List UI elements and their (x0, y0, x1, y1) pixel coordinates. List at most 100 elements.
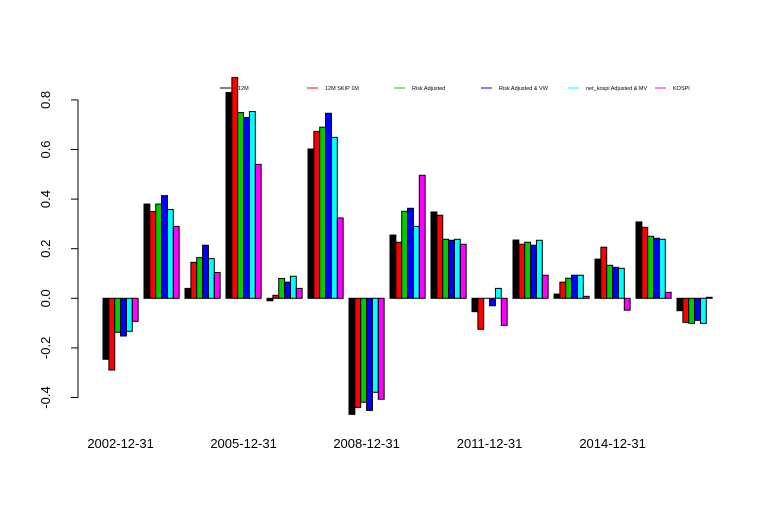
y-tick-label: -0.2 (38, 337, 53, 359)
bar (478, 298, 484, 329)
bar (536, 240, 542, 298)
bar (566, 278, 572, 298)
bar (519, 244, 525, 298)
bar (454, 239, 460, 298)
bar (460, 244, 466, 298)
x-tick-label: 2005-12-31 (210, 436, 277, 451)
bar (285, 282, 291, 298)
bar (255, 164, 261, 298)
bar (232, 78, 238, 299)
bar (144, 204, 150, 298)
bar (501, 298, 507, 325)
bar (349, 298, 355, 414)
bar (542, 275, 548, 298)
bar (162, 196, 168, 299)
bar (677, 298, 683, 310)
bar (624, 298, 630, 310)
bar (437, 215, 443, 298)
bar (290, 276, 296, 298)
bar (173, 226, 179, 298)
bar (472, 298, 478, 311)
y-tick-label: 0.2 (38, 240, 53, 258)
bar (654, 238, 660, 298)
bar (642, 227, 648, 298)
legend-label: Risk Adjusted (412, 86, 445, 92)
bar (191, 262, 197, 298)
bar (449, 240, 455, 298)
bar (607, 265, 613, 298)
bar (203, 245, 209, 298)
bar (249, 112, 255, 299)
bar (197, 258, 203, 299)
bar (156, 204, 162, 298)
bar (167, 210, 173, 299)
bar (390, 235, 396, 298)
bar (513, 240, 519, 298)
bar (706, 297, 712, 298)
y-tick-label: -0.4 (38, 386, 53, 408)
bar (361, 298, 367, 402)
x-tick-label: 2011-12-31 (457, 436, 523, 451)
bar (273, 295, 279, 298)
bar (689, 298, 695, 323)
bar (700, 298, 706, 323)
bar (408, 208, 414, 298)
legend: 12M 12M SKIP 1M Risk Adjusted Risk Adjusted… (220, 86, 690, 92)
bar (208, 259, 214, 299)
bar (214, 273, 220, 299)
bar (601, 247, 607, 298)
bar (378, 298, 384, 399)
bar (695, 298, 701, 320)
bar (659, 239, 665, 298)
y-tick-label: 0.0 (38, 289, 53, 307)
legend-label: KOSPI (673, 86, 690, 92)
bar (531, 245, 537, 298)
bar (402, 211, 408, 298)
bar (413, 226, 419, 298)
bar (595, 259, 601, 298)
bar (267, 298, 273, 300)
bar (320, 127, 326, 298)
bar (495, 288, 501, 298)
bar (109, 298, 115, 370)
bar (583, 296, 589, 298)
legend-label: 12M (238, 86, 249, 92)
bar (396, 242, 402, 298)
bar (314, 131, 320, 298)
bar (665, 292, 671, 298)
bar (244, 118, 250, 299)
bar (431, 212, 437, 298)
y-tick-label: 0.8 (38, 91, 53, 109)
bar (185, 288, 191, 298)
bar (636, 222, 642, 298)
bar (683, 298, 689, 322)
bar (132, 298, 138, 321)
bar (648, 236, 654, 298)
bar (443, 239, 449, 298)
bar (618, 268, 624, 298)
bar (419, 175, 425, 298)
bar (279, 278, 285, 298)
x-tick-label: 2008-12-31 (333, 436, 400, 451)
x-tick-label: 2014-12-31 (579, 436, 646, 451)
bar (560, 282, 566, 298)
x-tick-label: 2002-12-31 (87, 436, 154, 451)
y-tick-label: 0.6 (38, 140, 53, 158)
legend-label: Risk Adjusted & VW (499, 86, 549, 92)
bar (296, 288, 302, 298)
bar (572, 275, 578, 298)
bar (326, 113, 332, 298)
bar (331, 137, 337, 298)
bar (238, 113, 244, 299)
legend-label: 12M SKIP 1M (325, 86, 359, 92)
bar (308, 149, 314, 298)
bar (115, 298, 121, 332)
bar (577, 275, 583, 298)
bar (554, 294, 560, 298)
bar (337, 218, 343, 298)
bar (525, 242, 531, 298)
bar (613, 267, 619, 298)
bar (226, 92, 232, 298)
